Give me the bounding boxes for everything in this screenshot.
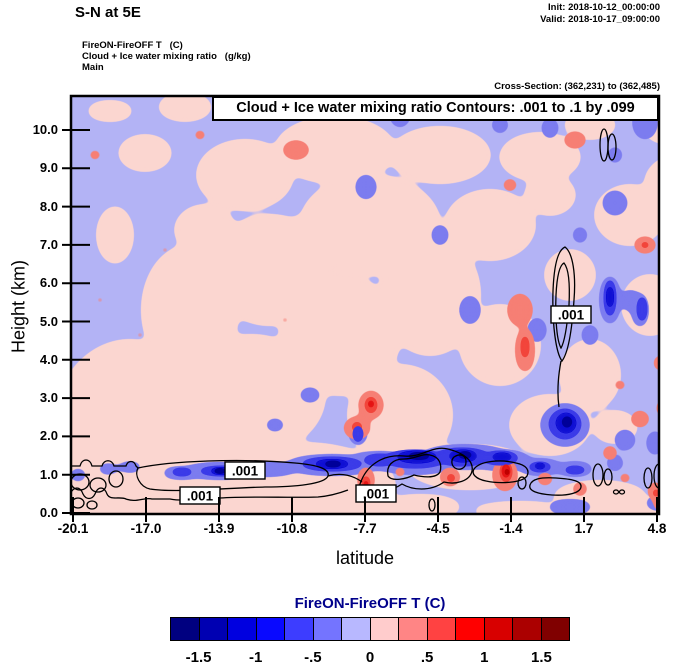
colorbar-cell xyxy=(512,618,541,640)
valid-time: Valid: 2018-10-17_09:00:00 xyxy=(540,14,660,25)
field-line-temp: FireON-FireOFF T (C) xyxy=(82,40,183,51)
field-layer-8 xyxy=(504,468,510,476)
x-axis-title: latitude xyxy=(335,548,395,568)
x-tick-label: -17.0 xyxy=(130,521,162,536)
colorbar xyxy=(170,617,570,641)
colorbar-tick-label: .5 xyxy=(420,649,434,666)
colorbar-tick-labels: -1.5 -1 -.5 0 .5 1 1.5 xyxy=(170,647,570,666)
colorbar-tick-label: 0 xyxy=(365,649,375,666)
svg-text:.001: .001 xyxy=(363,487,390,502)
x-tick-label: -1.4 xyxy=(499,521,523,536)
colorbar-tick-label: -1 xyxy=(249,649,263,666)
x-tick-label: -7.7 xyxy=(353,521,377,536)
colorbar-cell xyxy=(312,618,341,640)
y-tick-label: 3.0 xyxy=(39,390,58,406)
colorbar-tick-label: 1 xyxy=(480,649,489,666)
contour-labels: .001 .001 .001 .001 xyxy=(179,305,592,505)
colorbar-cell xyxy=(227,618,256,640)
svg-text:.001: .001 xyxy=(558,308,585,323)
svg-text:.001: .001 xyxy=(187,489,214,504)
y-tick-label: 5.0 xyxy=(39,313,58,329)
y-axis-title: Height (km) xyxy=(8,260,29,354)
y-tick-label: 8.0 xyxy=(39,198,58,214)
run-times: Init: 2018-10-12_00:00:00 Valid: 2018-10… xyxy=(540,2,660,26)
y-tick-label: 1.0 xyxy=(39,466,58,482)
colorbar-cell xyxy=(426,618,455,640)
x-tick-label: -13.9 xyxy=(203,521,235,536)
colorbar-cell xyxy=(255,618,284,640)
colorbar-cell xyxy=(369,618,398,640)
colorbar-cell xyxy=(171,618,199,640)
colorbar-cell xyxy=(198,618,227,640)
x-axis-tick-labels: -20.1 -17.0 -13.9 -10.8 -7.7 -4.5 -1.4 1.7 4.8 xyxy=(58,519,667,537)
y-tick-label: 6.0 xyxy=(39,275,58,291)
x-tick-label: 4.8 xyxy=(647,521,667,536)
x-tick-label: -20.1 xyxy=(57,521,89,536)
colorbar-cell xyxy=(341,618,370,640)
x-tick-label: -4.5 xyxy=(426,521,450,536)
x-tick-label: -10.8 xyxy=(276,521,308,536)
contour-lines xyxy=(70,128,660,512)
x-tick-label: 1.7 xyxy=(574,521,594,536)
y-tick-label: 4.0 xyxy=(39,351,58,367)
colorbar-tick-label: -1.5 xyxy=(185,649,212,666)
colorbar-title: FireON-FireOFF T (C) xyxy=(294,595,446,612)
y-axis-tick-labels: 0.0 1.0 2.0 3.0 4.0 5.0 6.0 7.0 8.0 9.0 10.0 xyxy=(0,95,64,520)
contour-info-banner: Cloud + Ice water mixing ratio Contours:… xyxy=(212,96,659,121)
cross-section-info: Cross-Section: (362,231) to (362,485) xyxy=(494,81,660,92)
y-tick-label: 0.0 xyxy=(39,505,58,520)
y-tick-label: 2.0 xyxy=(39,428,58,444)
init-time: Init: 2018-10-12_00:00:00 xyxy=(548,2,660,13)
colorbar-cell xyxy=(398,618,427,640)
colorbar-cell xyxy=(455,618,484,640)
colorbar-tick-label: 1.5 xyxy=(530,649,552,666)
colorbar-cell xyxy=(483,618,512,640)
field-line-cloud: Cloud + Ice water mixing ratio (g/kg) xyxy=(82,51,251,62)
y-tick-label: 10.0 xyxy=(32,122,58,137)
colorbar-cell xyxy=(284,618,313,640)
field-description: FireON-FireOFF T (C) Cloud + Ice water m… xyxy=(82,40,251,73)
colorbar-tick-label: -.5 xyxy=(304,649,322,666)
y-tick-label: 7.0 xyxy=(39,236,58,252)
field-line-grid: Main xyxy=(82,62,104,73)
plot-area: .001 .001 .001 .001 xyxy=(62,94,661,522)
y-tick-label: 9.0 xyxy=(39,160,58,176)
page-title: S-N at 5E xyxy=(75,4,141,21)
axis-ticks xyxy=(62,129,658,522)
colorbar-cell xyxy=(540,618,569,640)
field-layer-2 xyxy=(89,130,660,511)
svg-text:.001: .001 xyxy=(232,464,259,479)
plot-svg: .001 .001 .001 .001 xyxy=(62,94,661,522)
